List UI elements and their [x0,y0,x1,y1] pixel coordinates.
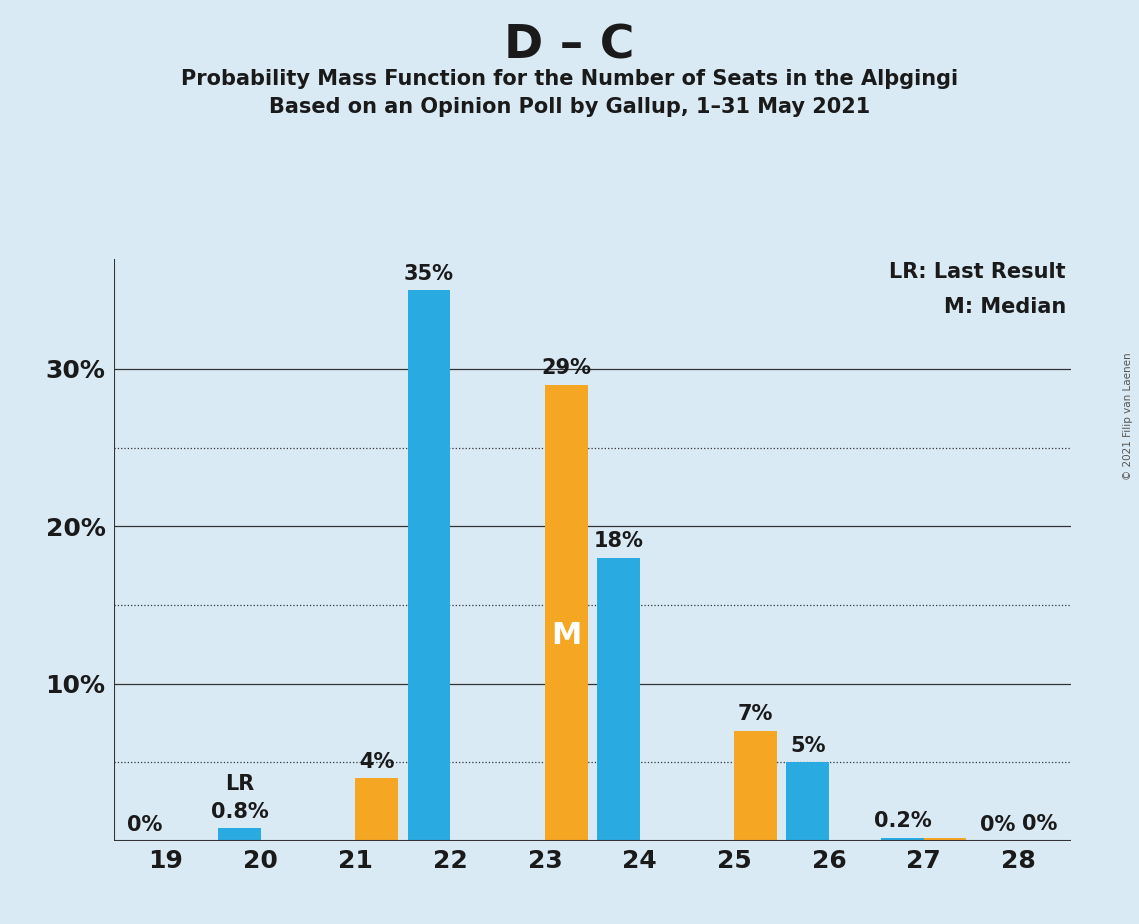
Bar [786,762,829,841]
Bar [882,838,924,841]
Text: M: Median: M: Median [943,297,1066,317]
Text: 18%: 18% [593,531,644,552]
Bar [218,828,261,841]
Text: 7%: 7% [738,704,773,724]
Text: 0%: 0% [128,815,163,834]
Bar [355,778,399,841]
Text: Based on an Opinion Poll by Gallup, 1–31 May 2021: Based on an Opinion Poll by Gallup, 1–31… [269,97,870,117]
Text: 0%: 0% [980,815,1015,834]
Text: 29%: 29% [541,359,591,378]
Text: © 2021 Filip van Laenen: © 2021 Filip van Laenen [1123,352,1133,480]
Bar [924,838,967,841]
Bar [408,290,450,841]
Bar [544,384,588,841]
Bar [735,731,777,841]
Text: 0.2%: 0.2% [874,811,932,832]
Text: 0.8%: 0.8% [211,802,269,822]
Text: D – C: D – C [505,23,634,68]
Text: 5%: 5% [790,736,826,756]
Text: M: M [551,621,581,650]
Text: 0%: 0% [1022,814,1057,833]
Text: Probability Mass Function for the Number of Seats in the Alþgingi: Probability Mass Function for the Number… [181,69,958,90]
Text: 35%: 35% [404,264,453,284]
Bar [597,558,640,841]
Text: LR: Last Result: LR: Last Result [890,261,1066,282]
Text: 4%: 4% [359,751,394,772]
Text: LR: LR [224,773,254,794]
